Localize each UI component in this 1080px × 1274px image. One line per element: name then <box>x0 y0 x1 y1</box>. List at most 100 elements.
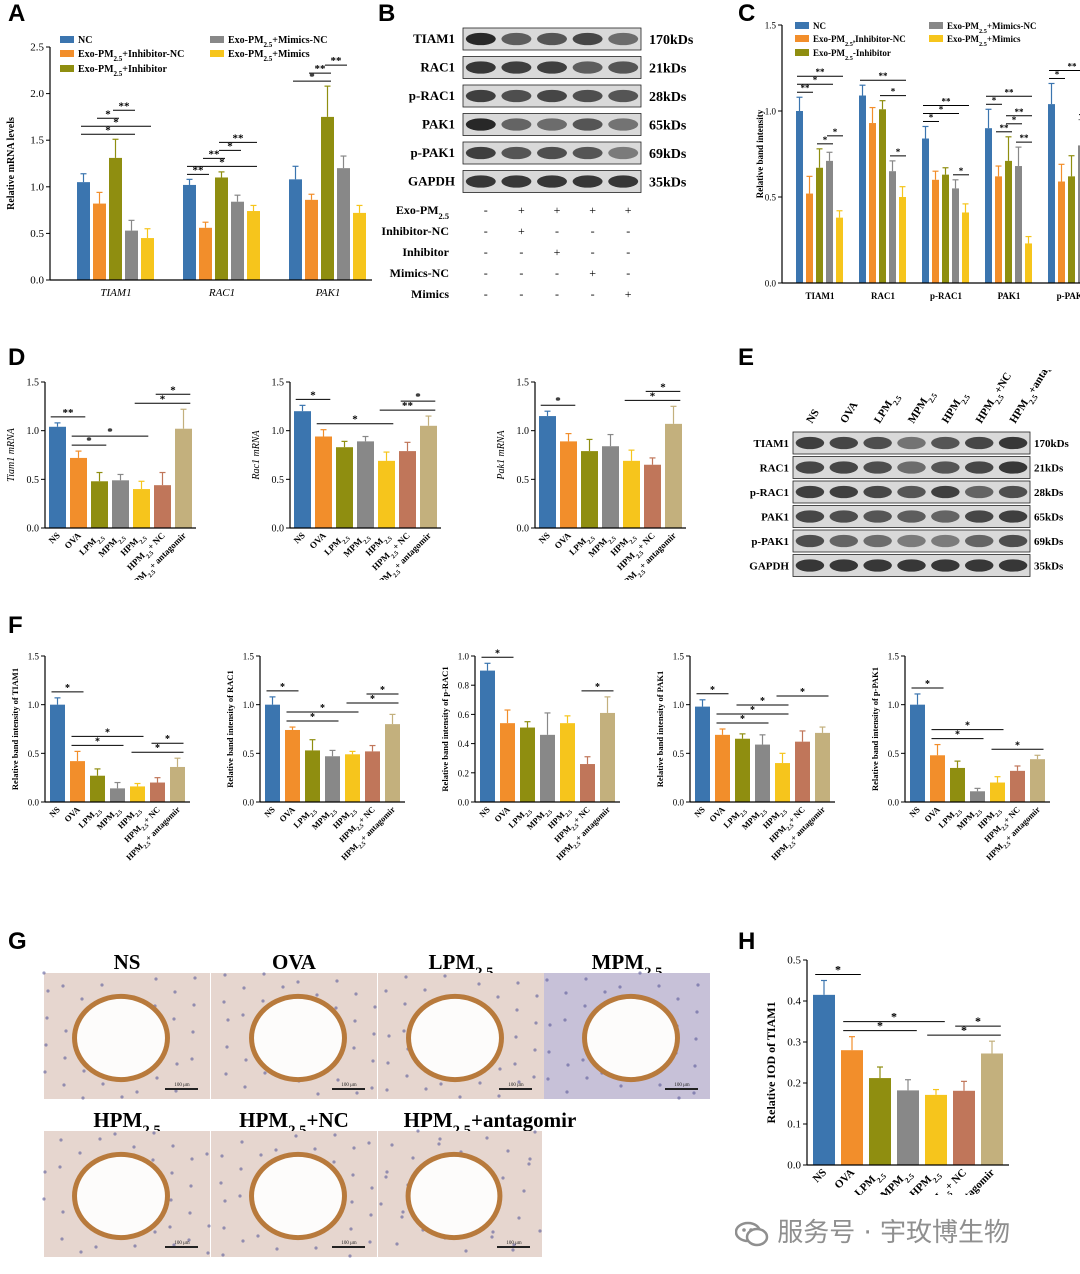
histo-tile-nucleus <box>354 992 358 996</box>
chart-h-y-label: Relative IOD of TIAM1 <box>764 1001 778 1123</box>
chart-a-rac1-s2-bar <box>215 177 228 280</box>
histo-tile-nucleus <box>385 1088 389 1092</box>
chart-a-rac1-s4-bar <box>247 211 260 280</box>
blot-b-size-label: 69kDs <box>649 147 687 162</box>
histo-tile-nucleus <box>190 1057 194 1061</box>
blot-b-sign: - <box>484 224 488 238</box>
histo-tile-nucleus <box>152 1131 156 1135</box>
histo-tile-nucleus <box>241 1013 245 1017</box>
chart-f4-g6-bar <box>815 732 830 802</box>
chart-c-p-pak1-s3-bar <box>1078 145 1080 283</box>
chart-d3-y-tick-label: 0.5 <box>517 475 530 486</box>
chart-c-p-rac1-s4-bar <box>962 212 969 283</box>
chart-f1-g1-bar <box>70 761 85 802</box>
chart-f2-sig-mark: * <box>320 703 325 714</box>
chart-f5-sig-mark: * <box>925 679 930 690</box>
blot-e-size-label: 170kDs <box>1034 438 1070 450</box>
blot-b-sign: + <box>554 245 561 259</box>
blot-b-pak1-band <box>537 118 567 131</box>
histo-tile-nucleus <box>281 985 285 989</box>
histo-tile-nucleus <box>355 1091 359 1095</box>
chart-c-pak1-s0-bar <box>985 128 992 283</box>
histo-tile-nucleus <box>61 1210 65 1214</box>
chart-h-g4-bar <box>925 1094 947 1165</box>
chart-a-legend-swatch <box>210 50 224 57</box>
histo-tile-nucleus <box>274 1148 278 1152</box>
chart-d3-y-label: Pak1 mRNA <box>496 430 507 481</box>
histo-tile-nucleus <box>564 991 568 995</box>
chart-f3-sig-mark: * <box>595 682 600 693</box>
chart-c-sig-mark: * <box>929 112 934 122</box>
chart-a-sig-mark: ** <box>193 164 205 176</box>
chart-c-legend-swatch <box>795 22 809 29</box>
chart-a-sig-mark: * <box>105 108 111 120</box>
chart-c-tiam1-s4-bar <box>836 217 843 283</box>
histo-tile-nucleus <box>517 1080 521 1084</box>
chart-d1-g0-bar <box>49 426 66 528</box>
chart-f3-y-label: Relative band intensity of p-RAC1 <box>440 666 450 791</box>
histo-tile: 100 μm <box>42 1131 211 1257</box>
histo-tile-nucleus <box>221 1253 225 1257</box>
chart-a-tiam1-s3-bar <box>125 230 138 280</box>
chart-a-tiam1-s1-bar <box>93 203 106 280</box>
histo-tile-nucleus <box>223 1199 227 1203</box>
chart-f3-x-label: NS <box>477 804 492 819</box>
histo-tile-nucleus <box>423 988 427 992</box>
blot-b-sign: + <box>554 203 561 217</box>
histo-tile-nucleus <box>222 1000 226 1004</box>
chart-f2-y-tick-label: 1.0 <box>243 700 255 710</box>
histo-label: OVA <box>272 950 317 974</box>
blot-e-tiam1-band <box>829 436 859 450</box>
blot-e-pak1-band <box>795 510 825 523</box>
chart-d2-y-label: Rac1 mRNA <box>251 430 262 481</box>
histo-tile-nucleus <box>438 1137 442 1141</box>
chart-d3-sig-mark: * <box>555 395 561 407</box>
chart-f1-sig-mark: * <box>65 683 70 694</box>
chart-f3-y-tick-label: 0.4 <box>458 739 470 749</box>
blot-e-protein-label: TIAM1 <box>754 438 789 450</box>
histo-tile-nucleus <box>155 1076 159 1080</box>
blot-b-size-label: 65kDs <box>649 119 687 134</box>
chart-d2-g1-bar <box>315 436 332 528</box>
histo-tile-nucleus <box>220 1154 224 1158</box>
chart-d2-sig-mark: * <box>352 414 358 426</box>
histo-tile-nucleus <box>190 1157 194 1161</box>
chart-d2-g2-bar <box>336 447 353 528</box>
histo-tile-nucleus <box>172 1243 176 1247</box>
blot-b-p-rac1-band <box>572 89 603 103</box>
blot-b-p-rac1-band <box>465 89 496 103</box>
chart-f4-sig-mark: * <box>740 714 745 725</box>
histo-tile-nucleus <box>424 1087 428 1091</box>
histo-tile-nucleus <box>207 1224 211 1228</box>
chart-h-y-tick-label: 0.5 <box>787 955 801 967</box>
chart-d2-sig-mark: ** <box>402 400 414 412</box>
chart-f4-g2-bar <box>735 738 750 802</box>
blot-b-p-rac1-band <box>501 89 532 103</box>
histo-tile-nucleus <box>585 1076 589 1080</box>
histo-tile-nucleus <box>603 990 607 994</box>
blot-e-protein-label: RAC1 <box>760 463 789 475</box>
histo-tile-nucleus <box>547 1050 551 1054</box>
chart-h-x-label: HPM2.5 <box>908 1167 944 1195</box>
chart-f3-y-tick-label: 0.0 <box>458 798 470 808</box>
histo-tile-nucleus <box>222 1226 226 1230</box>
chart-d2-y-tick-label: 0.5 <box>272 475 285 486</box>
chart-f5-g4-bar <box>990 782 1005 802</box>
histo-tile-nucleus <box>517 1216 521 1220</box>
histo-tile-nucleus <box>225 1045 229 1049</box>
histo-tile-nucleus <box>173 990 177 994</box>
chart-c-legend-label: Exo-PM2.5-Inhibitor <box>813 48 891 62</box>
chart-f3-g2-bar <box>520 727 535 802</box>
histo-tile-nucleus <box>64 1029 68 1033</box>
blot-e-size-label: 21kDs <box>1034 463 1064 475</box>
chart-d2-y-tick-label: 1.5 <box>272 378 285 389</box>
histo-tile-nucleus <box>239 1167 243 1171</box>
chart-d3-g5-bar <box>644 464 661 528</box>
histo-tile-nucleus <box>81 1096 85 1100</box>
histo-tile-nucleus <box>263 1071 267 1075</box>
chart-d1-sig-mark: * <box>107 426 113 438</box>
chart-c-p-rac1-s2-bar <box>942 174 949 283</box>
chart-d3-g6-bar <box>665 423 682 528</box>
blot-e-size-label: 35kDs <box>1034 561 1064 573</box>
